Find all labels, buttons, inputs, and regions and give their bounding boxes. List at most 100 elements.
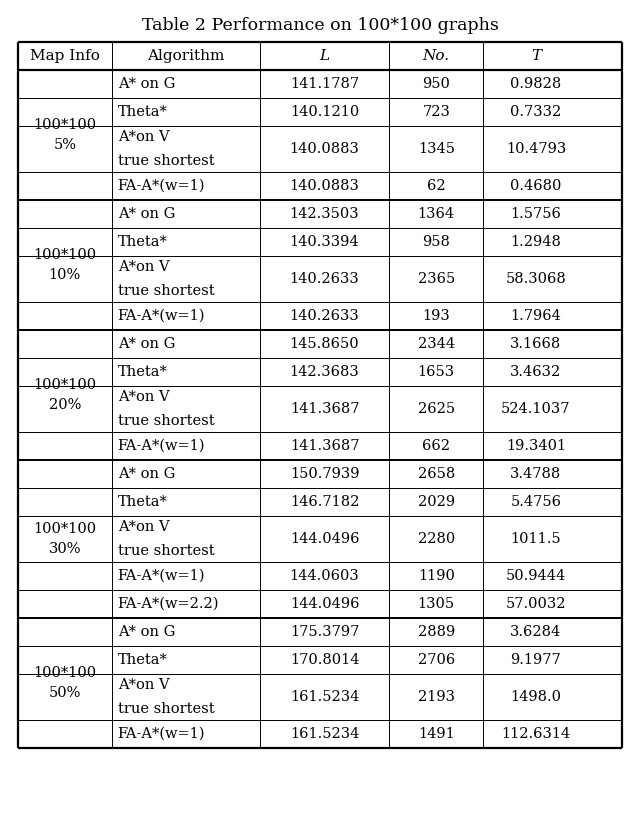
Text: 0.4680: 0.4680 bbox=[510, 179, 562, 193]
Text: 57.0032: 57.0032 bbox=[506, 597, 566, 611]
Text: 2029: 2029 bbox=[418, 495, 455, 509]
Text: 161.5234: 161.5234 bbox=[290, 690, 359, 704]
Text: 144.0603: 144.0603 bbox=[290, 569, 360, 583]
Text: FA-A*(w=1): FA-A*(w=1) bbox=[118, 439, 205, 453]
Text: FA-A*(w=1): FA-A*(w=1) bbox=[118, 179, 205, 193]
Text: 1.7964: 1.7964 bbox=[511, 309, 561, 323]
Text: 141.1787: 141.1787 bbox=[290, 77, 359, 91]
Text: 1491: 1491 bbox=[418, 727, 454, 741]
Text: 950: 950 bbox=[422, 77, 450, 91]
Text: 140.2633: 140.2633 bbox=[290, 272, 360, 286]
Text: 2889: 2889 bbox=[418, 625, 455, 639]
Text: 100*100
5%: 100*100 5% bbox=[33, 118, 97, 152]
Text: 175.3797: 175.3797 bbox=[290, 625, 359, 639]
Text: 2625: 2625 bbox=[418, 402, 455, 416]
Text: Algorithm: Algorithm bbox=[147, 49, 224, 63]
Text: 2193: 2193 bbox=[418, 690, 455, 704]
Text: 100*100
30%: 100*100 30% bbox=[33, 522, 97, 556]
Text: L: L bbox=[319, 49, 330, 63]
Text: 2365: 2365 bbox=[418, 272, 455, 286]
Text: Theta*: Theta* bbox=[118, 653, 168, 667]
Text: FA-A*(w=1): FA-A*(w=1) bbox=[118, 727, 205, 741]
Text: 1190: 1190 bbox=[418, 569, 454, 583]
Text: A*on V: A*on V bbox=[118, 678, 169, 691]
Text: Theta*: Theta* bbox=[118, 105, 168, 119]
Text: Theta*: Theta* bbox=[118, 365, 168, 379]
Text: 2658: 2658 bbox=[418, 467, 455, 481]
Text: 170.8014: 170.8014 bbox=[290, 653, 359, 667]
Text: 144.0496: 144.0496 bbox=[290, 597, 359, 611]
Text: 3.1668: 3.1668 bbox=[510, 337, 561, 351]
Text: 62: 62 bbox=[427, 179, 445, 193]
Text: 1498.0: 1498.0 bbox=[511, 690, 561, 704]
Text: 140.0883: 140.0883 bbox=[289, 142, 360, 156]
Text: 140.2633: 140.2633 bbox=[290, 309, 360, 323]
Text: 142.3683: 142.3683 bbox=[290, 365, 360, 379]
Text: 58.3068: 58.3068 bbox=[506, 272, 566, 286]
Text: true shortest: true shortest bbox=[118, 415, 214, 428]
Text: 958: 958 bbox=[422, 235, 450, 249]
Text: A* on G: A* on G bbox=[118, 625, 175, 639]
Text: 146.7182: 146.7182 bbox=[290, 495, 359, 509]
Text: A* on G: A* on G bbox=[118, 77, 175, 91]
Text: 1364: 1364 bbox=[418, 207, 455, 221]
Text: FA-A*(w=2.2): FA-A*(w=2.2) bbox=[118, 597, 219, 611]
Text: 142.3503: 142.3503 bbox=[290, 207, 359, 221]
Text: A*on V: A*on V bbox=[118, 390, 169, 404]
Text: true shortest: true shortest bbox=[118, 154, 214, 168]
Text: 1305: 1305 bbox=[418, 597, 455, 611]
Text: 662: 662 bbox=[422, 439, 451, 453]
Text: FA-A*(w=1): FA-A*(w=1) bbox=[118, 309, 205, 323]
Text: true shortest: true shortest bbox=[118, 702, 214, 716]
Text: 141.3687: 141.3687 bbox=[290, 439, 359, 453]
Text: 2280: 2280 bbox=[418, 532, 455, 546]
Text: 9.1977: 9.1977 bbox=[511, 653, 561, 667]
Text: A* on G: A* on G bbox=[118, 207, 175, 221]
Text: 1011.5: 1011.5 bbox=[511, 532, 561, 546]
Text: 723: 723 bbox=[422, 105, 450, 119]
Text: 2706: 2706 bbox=[418, 653, 455, 667]
Text: Table 2 Performance on 100*100 graphs: Table 2 Performance on 100*100 graphs bbox=[141, 18, 499, 34]
Text: A*on V: A*on V bbox=[118, 520, 169, 534]
Text: 5.4756: 5.4756 bbox=[511, 495, 561, 509]
Text: 50.9444: 50.9444 bbox=[506, 569, 566, 583]
Text: No.: No. bbox=[422, 49, 450, 63]
Text: true shortest: true shortest bbox=[118, 284, 214, 298]
Text: 1345: 1345 bbox=[418, 142, 455, 156]
Text: 19.3401: 19.3401 bbox=[506, 439, 566, 453]
Text: 1653: 1653 bbox=[418, 365, 455, 379]
Text: 145.8650: 145.8650 bbox=[290, 337, 359, 351]
Text: 3.4788: 3.4788 bbox=[510, 467, 561, 481]
Text: Theta*: Theta* bbox=[118, 235, 168, 249]
Text: A*on V: A*on V bbox=[118, 260, 169, 273]
Text: 1.2948: 1.2948 bbox=[511, 235, 561, 249]
Text: 150.7939: 150.7939 bbox=[290, 467, 359, 481]
Text: 100*100
50%: 100*100 50% bbox=[33, 666, 97, 700]
Text: 140.0883: 140.0883 bbox=[289, 179, 360, 193]
Text: 10.4793: 10.4793 bbox=[506, 142, 566, 156]
Text: true shortest: true shortest bbox=[118, 545, 214, 558]
Text: 100*100
10%: 100*100 10% bbox=[33, 248, 97, 282]
Text: 3.6284: 3.6284 bbox=[510, 625, 561, 639]
Text: A* on G: A* on G bbox=[118, 337, 175, 351]
Text: 161.5234: 161.5234 bbox=[290, 727, 359, 741]
Text: 144.0496: 144.0496 bbox=[290, 532, 359, 546]
Text: 140.3394: 140.3394 bbox=[290, 235, 359, 249]
Text: 0.9828: 0.9828 bbox=[510, 77, 561, 91]
Text: A* on G: A* on G bbox=[118, 467, 175, 481]
Text: 3.4632: 3.4632 bbox=[510, 365, 561, 379]
Text: 2344: 2344 bbox=[418, 337, 455, 351]
Text: 524.1037: 524.1037 bbox=[501, 402, 571, 416]
Text: 140.1210: 140.1210 bbox=[290, 105, 359, 119]
Text: 141.3687: 141.3687 bbox=[290, 402, 359, 416]
Text: A*on V: A*on V bbox=[118, 130, 169, 143]
Text: Theta*: Theta* bbox=[118, 495, 168, 509]
Text: 193: 193 bbox=[422, 309, 450, 323]
Text: FA-A*(w=1): FA-A*(w=1) bbox=[118, 569, 205, 583]
Text: 112.6314: 112.6314 bbox=[501, 727, 570, 741]
Text: 1.5756: 1.5756 bbox=[511, 207, 561, 221]
Text: 0.7332: 0.7332 bbox=[510, 105, 561, 119]
Text: T: T bbox=[531, 49, 541, 63]
Text: Map Info: Map Info bbox=[30, 49, 100, 63]
Text: 100*100
20%: 100*100 20% bbox=[33, 378, 97, 411]
